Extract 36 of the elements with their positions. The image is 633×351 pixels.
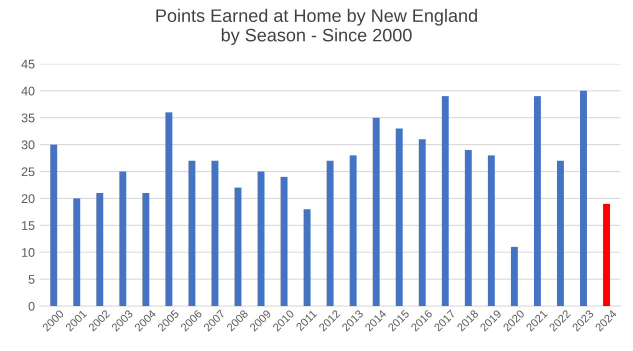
bar (211, 160, 218, 306)
bar (350, 155, 357, 306)
bar (258, 172, 264, 306)
bar (442, 96, 449, 306)
y-tick-label: 35 (22, 114, 34, 122)
bar (234, 188, 242, 306)
bar (304, 209, 311, 306)
bar (50, 144, 58, 306)
bar (372, 118, 380, 306)
y-tick-label: 30 (22, 140, 35, 150)
bar (188, 160, 196, 306)
chart-title: Points Earned at Home by New England by Season - Since 2000 (156, 8, 477, 46)
y-tick-label: 10 (22, 248, 35, 257)
bar (580, 90, 587, 306)
bar (165, 112, 172, 306)
bar (96, 193, 104, 306)
bar (534, 96, 541, 306)
bar (326, 160, 334, 306)
bar (396, 128, 403, 306)
y-tick-label: 20 (22, 194, 35, 204)
bar (142, 193, 150, 306)
bar (464, 150, 472, 306)
bar (556, 160, 564, 306)
bar (488, 155, 495, 306)
bar (603, 204, 610, 306)
y-tick-label: 15 (22, 221, 34, 230)
bar (418, 139, 426, 306)
y-tick-label: 45 (21, 60, 34, 69)
y-tick-label: 5 (28, 275, 34, 284)
y-tick-label: 25 (22, 167, 34, 176)
bar (510, 246, 518, 306)
bar (280, 176, 288, 306)
y-tick-label: 40 (21, 86, 35, 96)
bar (73, 198, 80, 306)
y-tick-label: 0 (28, 302, 35, 311)
bar (119, 172, 126, 306)
